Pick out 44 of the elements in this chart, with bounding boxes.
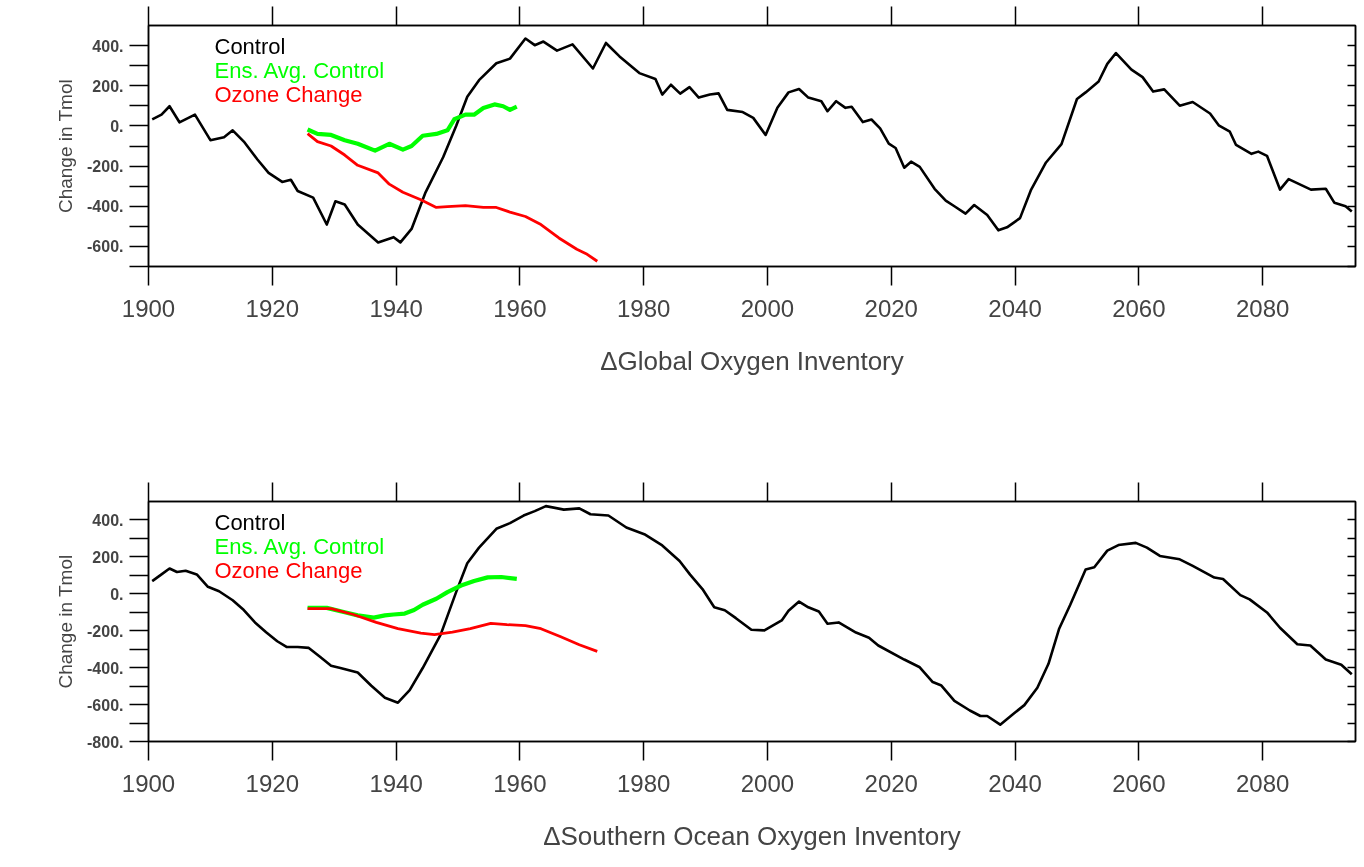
y-tick-label: 200. <box>92 548 124 566</box>
y-tick-label: 400. <box>92 511 124 529</box>
y-tick-label: 200. <box>92 77 124 95</box>
y-tick-label: -400. <box>87 198 124 216</box>
x-tick-label: 2040 <box>988 769 1042 797</box>
y-tick-label: 0. <box>110 585 124 603</box>
y-tick-label: 0. <box>110 117 124 135</box>
x-tick-label: 1980 <box>616 769 671 797</box>
x-tick-label: 1960 <box>493 294 547 322</box>
x-tick-label: 2020 <box>864 769 918 797</box>
y-axis-title: Change in Tmol <box>55 554 77 689</box>
y-tick-label: 400. <box>92 37 124 55</box>
line-series <box>150 504 1354 726</box>
y-tick-label: -200. <box>87 158 124 176</box>
text: Ens. Avg. Control <box>214 533 385 559</box>
x-axis-title: ΔSouthern Ocean Oxygen Inventory <box>543 820 961 851</box>
x-tick-label: 2080 <box>1235 294 1290 322</box>
y-tick-label: -600. <box>87 696 124 714</box>
y-tick-label: -600. <box>87 238 124 256</box>
x-tick-label: 2040 <box>988 294 1042 322</box>
x-tick-label: 1960 <box>493 769 547 797</box>
x-tick-label: 2060 <box>1112 769 1166 797</box>
x-tick-label: 1900 <box>121 294 176 322</box>
x-tick-label: 1940 <box>369 294 423 322</box>
x-tick-label: 2060 <box>1112 294 1166 322</box>
text: Ens. Avg. Control <box>214 57 385 83</box>
legend-label: Control <box>214 33 286 59</box>
x-tick-label: 1920 <box>245 769 299 797</box>
line-series <box>306 607 599 653</box>
x-tick-label: 2020 <box>864 294 918 322</box>
y-tick-label: -800. <box>87 733 124 751</box>
x-tick-label: 2000 <box>740 294 795 322</box>
x-tick-label: 2080 <box>1235 769 1290 797</box>
x-tick-label: 1900 <box>121 769 176 797</box>
x-tick-label: 2000 <box>740 769 795 797</box>
x-tick-label: 1920 <box>245 294 299 322</box>
x-axis-title: ΔGlobal Oxygen Inventory <box>600 345 904 376</box>
line-series <box>306 132 599 263</box>
y-axis-title: Change in Tmol <box>55 79 77 214</box>
y-tick-label: -200. <box>87 622 124 640</box>
y-tick-label: -400. <box>87 659 124 677</box>
x-tick-label: 1980 <box>616 294 671 322</box>
x-tick-label: 1940 <box>369 769 423 797</box>
legend-label: Control <box>214 509 286 535</box>
